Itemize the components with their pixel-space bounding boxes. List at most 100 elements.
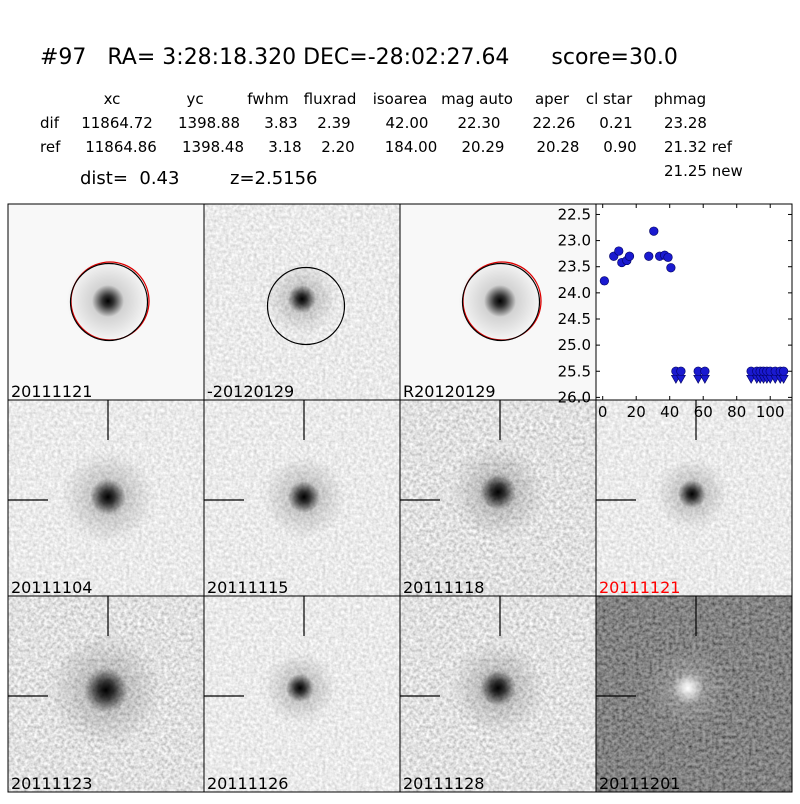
x-tick-label: 40: [660, 403, 679, 421]
y-tick-label: 23.5: [558, 258, 591, 276]
image-panel: 20111128: [399, 595, 597, 793]
column-header: fwhm: [247, 90, 288, 108]
upper-limit: [675, 374, 686, 384]
aperture: [69, 262, 149, 342]
panel-label: 20111121: [599, 578, 680, 597]
panel-label: -20120129: [207, 382, 294, 401]
data-point: [644, 251, 654, 261]
table-cell: 184.00: [385, 138, 438, 156]
source: [484, 285, 516, 317]
source: [84, 668, 128, 712]
y-tick-label: 23.0: [558, 232, 591, 250]
table-cell: 1398.88: [178, 114, 240, 132]
column-header: fluxrad: [304, 90, 357, 108]
source: [92, 285, 124, 317]
y-tick-label: 24.0: [558, 284, 591, 302]
column-header: phmag: [654, 90, 706, 108]
source: [672, 672, 704, 704]
x-tick-label: 0: [598, 403, 608, 421]
image-panel: 20111118: [399, 399, 597, 597]
upper-limit: [699, 374, 710, 384]
panel-border: [595, 595, 793, 793]
image-panel: 20111115: [203, 399, 401, 597]
x-tick-label: 100: [756, 403, 785, 421]
data-point: [599, 276, 609, 286]
column-header: yc: [186, 90, 203, 108]
column-header: cl star: [586, 90, 633, 108]
table-cell: 3.83: [264, 114, 297, 132]
source: [288, 285, 316, 313]
panel-label: 20111123: [11, 774, 92, 793]
source: [480, 670, 516, 706]
source: [480, 474, 516, 510]
table-cell: 0.21: [599, 114, 632, 132]
panel-label: 20111128: [403, 774, 484, 793]
row-label: dif: [40, 114, 60, 132]
x-tick-label: 60: [694, 403, 713, 421]
table-cell: 20.29: [462, 138, 505, 156]
image-panel: -20120129: [203, 203, 401, 401]
data-point: [663, 252, 673, 262]
column-header: mag auto: [441, 90, 513, 108]
table-cell: 21.32 ref: [664, 138, 733, 156]
source: [286, 674, 314, 702]
image-panel: 20111121: [595, 399, 793, 597]
panel-label: 20111118: [403, 578, 484, 597]
data-point: [614, 246, 624, 256]
phmag-new: 21.25 new: [664, 162, 743, 180]
data-point: [676, 366, 686, 376]
image-panel: 20111123: [7, 595, 205, 793]
x-tick-label: 20: [627, 403, 646, 421]
table-cell: 42.00: [386, 114, 429, 132]
upper-limit: [693, 374, 704, 384]
source: [678, 480, 706, 508]
table-cell: 0.90: [603, 138, 636, 156]
y-tick-label: 22.5: [558, 205, 591, 223]
panel-label: 20111201: [599, 774, 680, 793]
x-tick-label: 80: [727, 403, 746, 421]
table-cell: 2.39: [317, 114, 350, 132]
image-panel: 20111201: [595, 595, 793, 793]
y-tick-label: 25.5: [558, 362, 591, 380]
data-point: [624, 251, 635, 261]
table-cell: 11864.86: [85, 138, 157, 156]
source: [288, 481, 320, 513]
data-point: [666, 263, 676, 273]
table-cell: 1398.48: [182, 138, 244, 156]
panel-label: R20120129: [403, 382, 496, 401]
table-cell: 23.28: [664, 114, 707, 132]
data-point: [649, 226, 659, 236]
panel-label: 20111121: [11, 382, 92, 401]
image-panel: R20120129: [399, 203, 597, 401]
table-cell: 2.20: [321, 138, 354, 156]
image-panel: 20111126: [203, 595, 401, 793]
y-tick-label: 25.0: [558, 336, 591, 354]
panel-label: 20111126: [207, 774, 288, 793]
column-header: aper: [535, 90, 570, 108]
y-tick-label: 26.0: [558, 388, 591, 406]
header-title: #97 RA= 3:28:18.320 DEC=-28:02:27.64 sco…: [40, 45, 678, 70]
data-point: [779, 366, 789, 376]
table-cell: 22.30: [458, 114, 501, 132]
column-header: isoarea: [373, 90, 428, 108]
image-panel: 20111104: [7, 399, 205, 597]
data-point: [700, 366, 710, 376]
image-panel: 20111121: [7, 203, 205, 401]
panel-label: 20111115: [207, 578, 288, 597]
table-cell: 20.28: [537, 138, 580, 156]
panel-label: 20111104: [11, 578, 92, 597]
source: [90, 479, 126, 515]
table-cell: 11864.72: [81, 114, 153, 132]
upper-limit: [778, 374, 789, 384]
redshift: z=2.5156: [230, 168, 318, 189]
table-cell: 22.26: [533, 114, 576, 132]
y-tick-label: 24.5: [558, 310, 591, 328]
table-cell: 3.18: [268, 138, 301, 156]
aperture: [266, 266, 346, 346]
row-label: ref: [40, 138, 61, 156]
dist: dist= 0.43: [80, 168, 179, 189]
column-header: xc: [104, 90, 121, 108]
aperture: [461, 262, 541, 342]
